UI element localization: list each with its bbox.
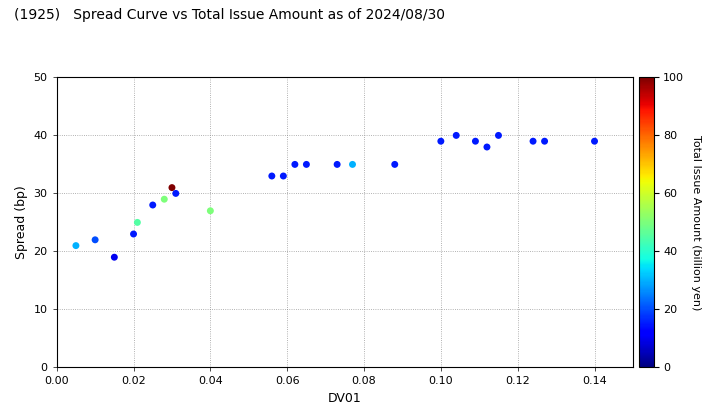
Point — [89, 236, 101, 243]
Point — [301, 161, 312, 168]
Point — [347, 161, 359, 168]
Point — [492, 132, 504, 139]
Point — [289, 161, 301, 168]
Point — [127, 231, 139, 237]
Point — [109, 254, 120, 260]
Point — [469, 138, 481, 144]
Point — [132, 219, 143, 226]
Point — [147, 202, 158, 208]
Point — [158, 196, 170, 202]
Text: (1925)   Spread Curve vs Total Issue Amount as of 2024/08/30: (1925) Spread Curve vs Total Issue Amoun… — [14, 8, 446, 22]
Point — [331, 161, 343, 168]
Point — [589, 138, 600, 144]
Point — [266, 173, 278, 179]
Point — [204, 207, 216, 214]
Point — [539, 138, 550, 144]
Point — [451, 132, 462, 139]
Point — [435, 138, 446, 144]
Point — [527, 138, 539, 144]
Point — [70, 242, 81, 249]
Point — [278, 173, 289, 179]
Point — [481, 144, 492, 150]
X-axis label: DV01: DV01 — [328, 392, 361, 405]
Point — [166, 184, 178, 191]
Y-axis label: Spread (bp): Spread (bp) — [15, 186, 28, 259]
Y-axis label: Total Issue Amount (billion yen): Total Issue Amount (billion yen) — [691, 135, 701, 310]
Point — [170, 190, 181, 197]
Point — [389, 161, 400, 168]
